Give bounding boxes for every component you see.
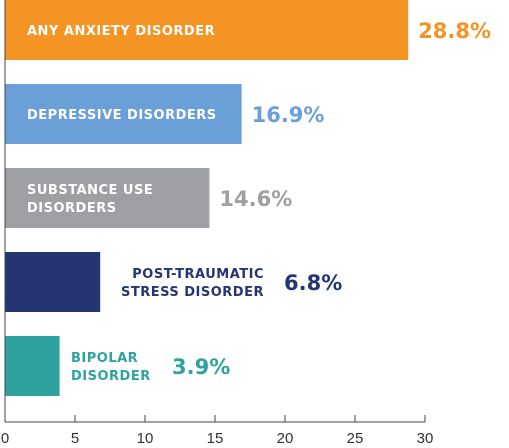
value-label-3: 14.6% xyxy=(219,187,292,211)
category-label-2: DEPRESSIVE DISORDERS xyxy=(27,108,217,123)
category-label-4: POST-TRAUMATIC xyxy=(132,267,264,282)
category-label-4: STRESS DISORDER xyxy=(121,285,264,300)
category-label-5: DISORDER xyxy=(71,369,151,384)
x-tick-label-20: 20 xyxy=(277,430,294,447)
category-label-3: DISORDERS xyxy=(27,201,117,216)
x-tick-label-30: 30 xyxy=(417,430,434,447)
value-label-5: 3.9% xyxy=(172,355,230,379)
category-label-3: SUBSTANCE USE xyxy=(27,183,153,198)
x-tick-label-5: 5 xyxy=(71,430,79,447)
x-axis: 0 5 10 15 20 25 30 xyxy=(1,0,434,447)
bar-4 xyxy=(5,252,101,312)
x-tick-label-0: 0 xyxy=(1,430,9,447)
bar-5 xyxy=(5,336,60,396)
bar-3 xyxy=(5,168,210,228)
x-tick-label-10: 10 xyxy=(137,430,154,447)
x-tick-label-25: 25 xyxy=(347,430,364,447)
x-tick-label-15: 15 xyxy=(207,430,224,447)
value-label-4: 6.8% xyxy=(284,271,342,295)
bars-group: ANY ANXIETY DISORDER 28.8% DEPRESSIVE DISO… xyxy=(5,0,491,396)
bar-2 xyxy=(5,84,242,144)
value-label-1: 28.8% xyxy=(418,19,491,43)
category-label-5: BIPOLAR xyxy=(71,351,138,366)
bar-1 xyxy=(5,0,409,60)
category-label-1: ANY ANXIETY DISORDER xyxy=(27,24,215,39)
value-label-2: 16.9% xyxy=(252,103,325,127)
